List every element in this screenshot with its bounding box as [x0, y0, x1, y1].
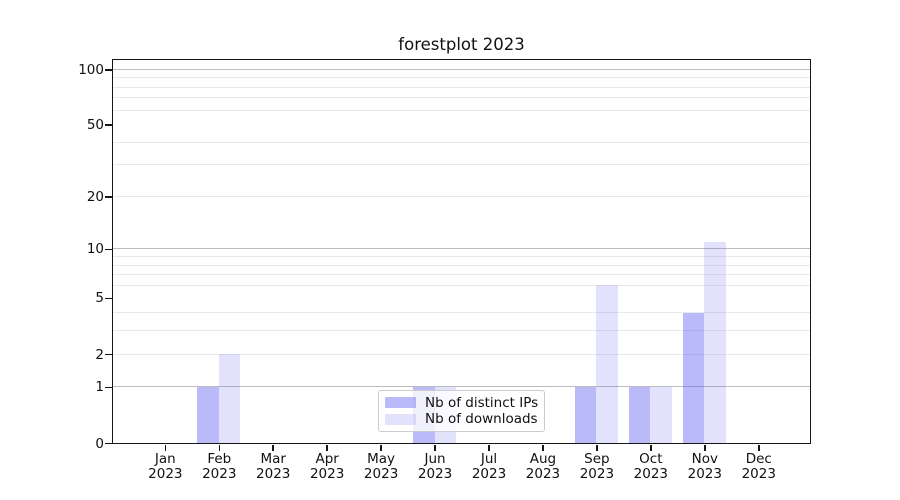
y-tick-mark [104, 353, 112, 356]
x-tick-label-jan: Jan 2023 [133, 450, 197, 483]
y-tick-label: 5 [95, 290, 104, 307]
x-tick-label-nov: Nov 2023 [673, 450, 737, 483]
bar-distinct-ips-feb [197, 386, 219, 443]
x-tick-label-feb: Feb 2023 [187, 450, 251, 483]
x-tick-month: Dec [745, 450, 772, 467]
x-tick-label-jun: Jun 2023 [403, 450, 467, 483]
x-tick-month: Sep [584, 450, 610, 467]
x-tick-mark [380, 445, 382, 451]
legend: Nb of distinct IPs Nb of downloads [378, 390, 545, 432]
x-tick-month: Jun [424, 450, 446, 467]
y-tick-label: 10 [86, 241, 104, 258]
gridline-minor [112, 274, 810, 276]
x-tick-year: 2023 [741, 466, 776, 482]
bar-distinct-ips-oct [628, 386, 651, 443]
x-tick-month: May [367, 450, 396, 467]
x-tick-mark [596, 445, 598, 451]
gridline-minor [112, 312, 810, 314]
x-tick-year: 2023 [579, 466, 615, 482]
gridline-minor [112, 195, 810, 197]
legend-swatch-downloads [385, 413, 416, 426]
chart-title: forestplot 2023 [398, 35, 525, 54]
gridline-minor [112, 256, 810, 258]
x-tick-month: Feb [207, 450, 232, 467]
y-tick-label: 1 [95, 379, 104, 396]
y-tick-label: 20 [86, 188, 104, 205]
x-tick-mark [704, 445, 706, 451]
y-tick-mark [104, 297, 112, 300]
x-tick-mark [272, 445, 274, 451]
x-tick-label-sep: Sep 2023 [565, 450, 629, 483]
x-tick-month: Apr [315, 450, 339, 467]
legend-item-downloads: Nb of downloads [385, 411, 538, 427]
x-tick-label-aug: Aug 2023 [511, 450, 575, 483]
x-tick-label-mar: Mar 2023 [241, 450, 305, 483]
x-tick-label-apr: Apr 2023 [295, 450, 359, 483]
bar-distinct-ips-sep [574, 386, 597, 443]
x-tick-year: 2023 [525, 466, 561, 482]
y-tick-mark [104, 124, 112, 126]
x-tick-year: 2023 [633, 466, 669, 482]
y-tick-label: 2 [95, 346, 104, 363]
x-tick-mark [434, 445, 436, 451]
legend-label-downloads: Nb of downloads [425, 411, 538, 428]
x-tick-month: Aug [529, 450, 557, 467]
gridline-minor [112, 284, 810, 286]
gridline-minor [112, 330, 810, 332]
bar-downloads-oct [650, 386, 672, 443]
y-tick-label: 100 [78, 61, 104, 78]
x-tick-label-may: May 2023 [349, 450, 413, 483]
x-tick-month: Jul [480, 450, 498, 467]
gridline-major [112, 386, 810, 388]
x-tick-label-oct: Oct 2023 [619, 450, 683, 483]
plot-area [111, 58, 811, 444]
bar-downloads-feb [218, 354, 241, 443]
x-tick-label-jul: Jul 2023 [457, 450, 521, 483]
x-tick-mark [326, 445, 328, 451]
x-tick-year: 2023 [471, 466, 507, 482]
x-tick-year: 2023 [256, 466, 291, 482]
bar-downloads-nov [704, 241, 726, 443]
gridline-minor [112, 97, 810, 99]
x-tick-month: Oct [639, 450, 663, 467]
gridline-minor [112, 264, 810, 266]
gridline-minor [112, 353, 810, 355]
x-tick-year: 2023 [687, 466, 722, 482]
x-tick-year: 2023 [148, 466, 183, 482]
x-tick-month: Mar [260, 450, 286, 467]
bar-downloads-sep [596, 285, 618, 443]
y-tick-label: 0 [95, 435, 104, 452]
x-tick-month: Jan [154, 450, 176, 467]
legend-swatch-distinct-ips [385, 396, 416, 409]
gridline-minor [112, 86, 810, 88]
gridline-minor [112, 77, 810, 79]
y-tick-mark [104, 69, 112, 71]
x-tick-label-dec: Dec 2023 [727, 450, 791, 483]
y-tick-mark [104, 386, 112, 389]
x-tick-mark [542, 445, 544, 451]
y-tick-label: 50 [86, 117, 104, 134]
x-tick-mark [218, 445, 221, 451]
gridline-major [112, 68, 810, 70]
y-tick-mark [104, 196, 112, 198]
x-tick-year: 2023 [202, 466, 237, 482]
x-tick-mark [758, 445, 760, 451]
x-tick-month: Nov [691, 450, 718, 467]
x-tick-year: 2023 [309, 466, 345, 482]
gridline-major [112, 248, 810, 250]
legend-item-distinct-ips: Nb of distinct IPs [385, 395, 538, 411]
legend-label-distinct-ips: Nb of distinct IPs [425, 394, 539, 411]
gridline-minor [112, 141, 810, 143]
x-tick-year: 2023 [417, 466, 453, 482]
x-tick-year: 2023 [363, 466, 399, 482]
gridline-minor [112, 109, 810, 111]
x-tick-mark [650, 445, 652, 451]
x-tick-mark [164, 445, 167, 451]
y-tick-mark [104, 442, 112, 445]
x-tick-mark [488, 445, 490, 451]
y-tick-mark [104, 248, 112, 251]
bar-distinct-ips-nov [682, 312, 705, 443]
gridline-minor [112, 164, 810, 166]
